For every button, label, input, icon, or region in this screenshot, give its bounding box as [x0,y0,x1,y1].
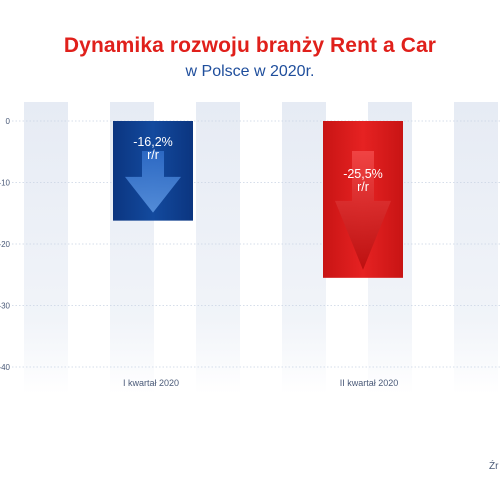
y-axis-ticks: 0 -10 -20 -30 -40 [0,117,11,372]
y-tick-label: -40 [0,363,11,372]
down-arrow-icon [335,151,391,270]
y-tick-label: -30 [0,302,11,311]
y-tick-label: -20 [0,240,11,249]
x-axis-labels: I kwartał 2020 II kwartał 2020 [123,378,398,388]
y-tick-label: -10 [0,179,11,188]
background-stripes [24,102,498,394]
background-stripe [282,102,326,394]
data-label: -25,5% r/r [343,167,383,194]
gridlines [12,120,500,368]
chart-title: Dynamika rozwoju branży Rent a Car [63,34,437,57]
x-tick-label: I kwartał 2020 [123,378,179,388]
source-note: Źr [489,461,499,472]
down-arrow-icon [125,151,181,213]
background-stripe [196,102,240,394]
background-stripe [454,102,498,394]
x-tick-label: II kwartał 2020 [340,378,399,388]
data-label: -16,2% r/r [133,135,173,162]
background-stripe [24,102,68,394]
y-tick-label: 0 [6,117,11,126]
chart-subtitle: w Polsce w 2020r. [185,63,315,80]
bars: -16,2% r/r -25,5% r/r [113,121,403,278]
